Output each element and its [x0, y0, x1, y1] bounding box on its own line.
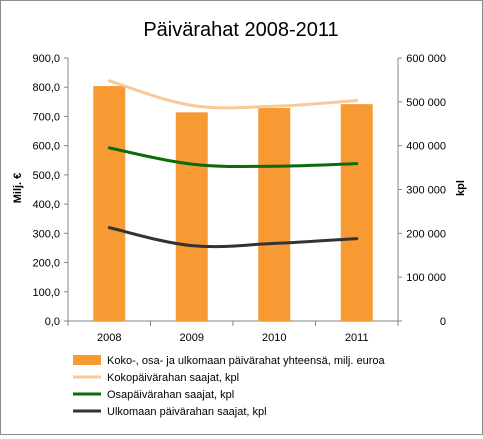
y2-tick-label: 500 000 — [406, 97, 446, 109]
y2-tick-label: 400 000 — [406, 141, 446, 153]
y-tick-label: 0,0 — [45, 316, 60, 328]
x-tick-label: 2009 — [180, 332, 204, 344]
bar-2009 — [175, 112, 208, 321]
y-tick-label: 600,0 — [32, 141, 60, 153]
x-tick-label: 2011 — [345, 332, 369, 344]
y2-tick-label: 100 000 — [406, 272, 446, 284]
y2-tick-label: 600 000 — [406, 53, 446, 65]
series-line-2 — [107, 146, 359, 168]
y-tick-label: 300,0 — [32, 228, 60, 240]
y2-tick-label: 300 000 — [406, 185, 446, 197]
legend-label: Kokopäivärahan saajat, kpl — [107, 372, 239, 384]
y-axis-title: Milj. € — [12, 173, 24, 204]
series-line-3 — [107, 226, 359, 249]
y-tick-label: 400,0 — [32, 199, 60, 211]
legend-swatch — [73, 355, 101, 365]
legend-label: Koko-, osa- ja ulkomaan päivärahat yhtee… — [107, 355, 385, 367]
y-tick-label: 700,0 — [32, 111, 60, 123]
legend-label: Ulkomaan päivärahan saajat, kpl — [107, 406, 267, 418]
y2-tick-label: 200 000 — [406, 228, 446, 240]
bar-2010 — [258, 107, 291, 321]
y-tick-label: 900,0 — [32, 53, 60, 65]
y-tick-label: 500,0 — [32, 170, 60, 182]
y-tick-label: 800,0 — [32, 82, 60, 94]
bar-2011 — [340, 104, 373, 321]
x-tick-label: 2010 — [262, 332, 286, 344]
y2-axis-title: kpl — [455, 180, 467, 196]
legend: Koko-, osa- ja ulkomaan päivärahat yhtee… — [73, 355, 385, 418]
y-tick-label: 200,0 — [32, 258, 60, 270]
y-tick-label: 100,0 — [32, 287, 60, 299]
x-tick-label: 2008 — [97, 332, 121, 344]
y2-tick-label: 0 — [440, 316, 446, 328]
bar-2008 — [93, 86, 126, 321]
plot-area: 0,0 100,0 200,0 300,0 400,0 500,0 600,0 700,0 80… — [32, 53, 446, 344]
series-line-1 — [107, 79, 359, 110]
chart-title: Päivärahat 2008-2011 — [143, 19, 338, 41]
legend-label: Osapäivärahan saajat, kpl — [107, 389, 234, 401]
